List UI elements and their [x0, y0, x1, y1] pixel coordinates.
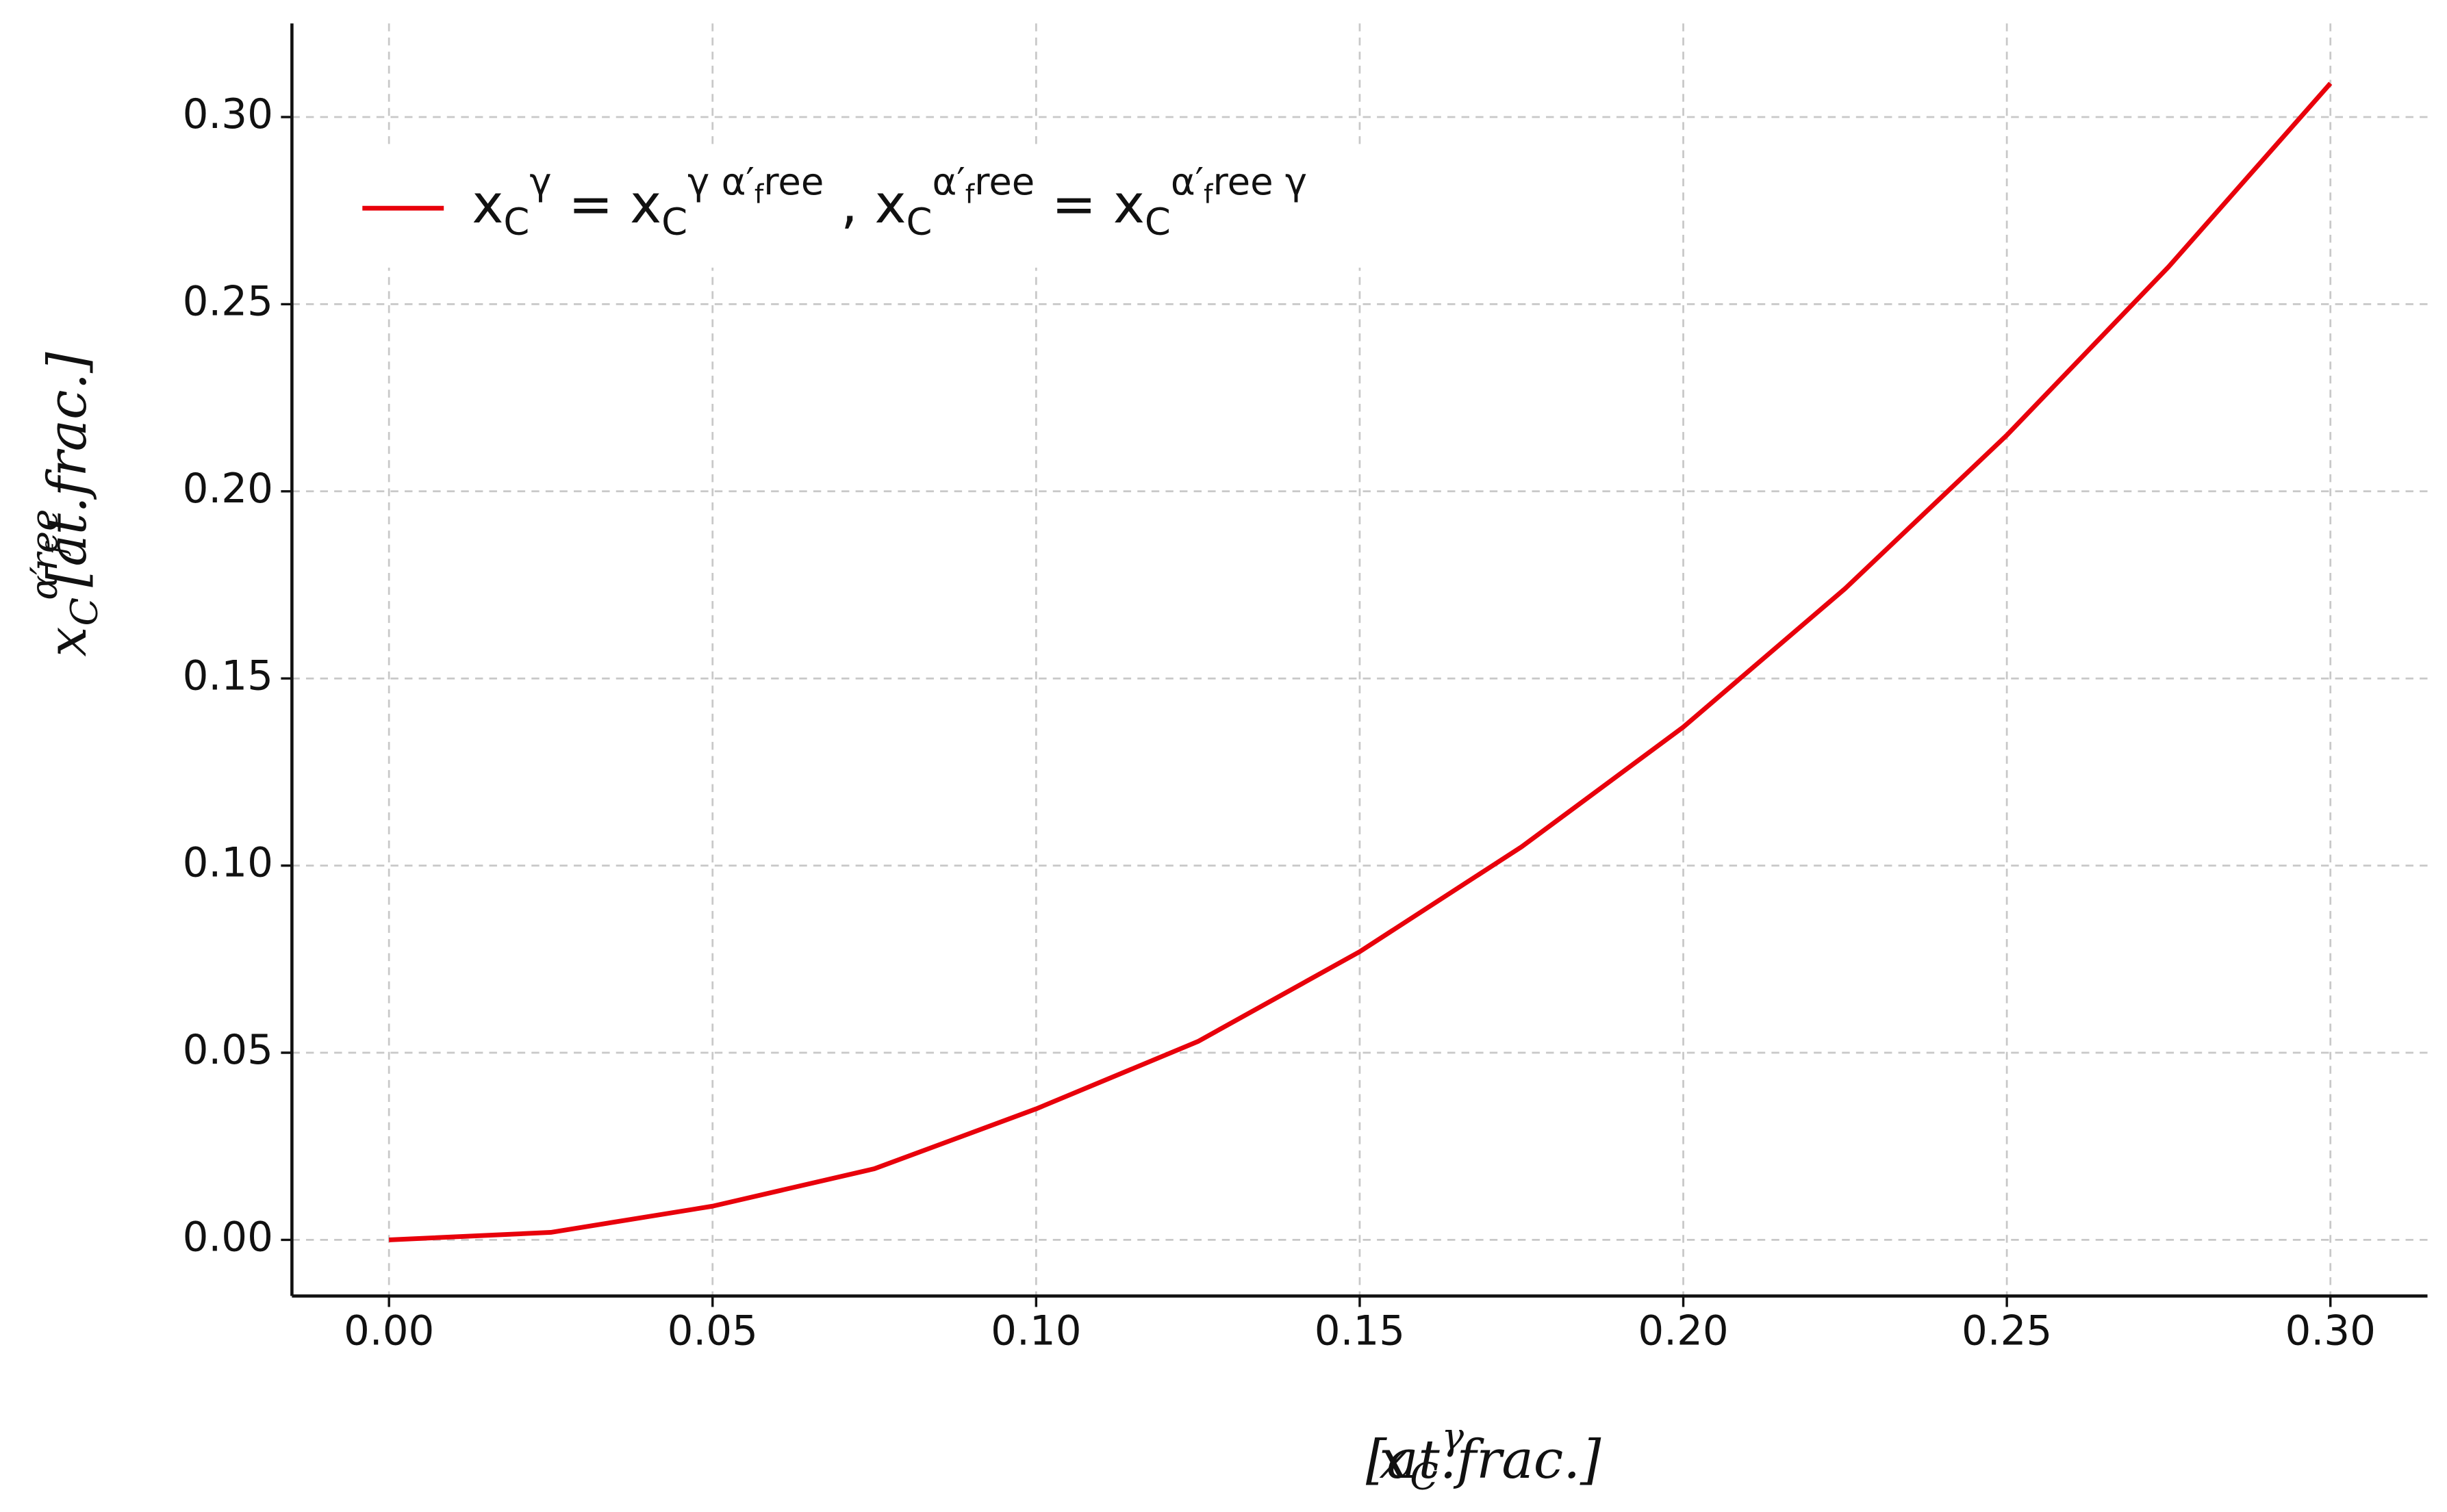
x-axis-label: xCγ [at.frac.] — [1349, 1414, 1601, 1498]
x-tick-label: 0.05 — [668, 1307, 758, 1355]
x-tick-label: 0.25 — [1962, 1307, 2052, 1355]
y-tick-label: 0.00 — [183, 1214, 273, 1261]
x-tick-label: 0.00 — [344, 1307, 434, 1355]
x-tick-label: 0.10 — [991, 1307, 1081, 1355]
x-tick-label: 0.30 — [2285, 1307, 2376, 1355]
x-tick-label: 0.20 — [1638, 1307, 1728, 1355]
y-tick-label: 0.10 — [183, 840, 273, 887]
y-tick-label: 0.25 — [183, 279, 273, 326]
y-tick-label: 0.05 — [183, 1027, 273, 1074]
y-tick-label: 0.30 — [183, 91, 273, 138]
y-axis-label: xCα′free [at.frac.] — [22, 352, 105, 657]
legend-label: xCγ = xCγ α′free , xCα′free = xCα′free γ — [472, 159, 1307, 243]
legend: xCγ = xCγ α′free , xCα′free = xCα′free γ — [337, 149, 1363, 268]
x-tick-label: 0.15 — [1315, 1307, 1405, 1355]
y-tick-label: 0.20 — [183, 465, 273, 513]
legend-box — [337, 149, 1363, 268]
y-tick-label: 0.15 — [183, 652, 273, 700]
line — [389, 81, 2333, 1242]
plot — [389, 81, 2333, 1242]
